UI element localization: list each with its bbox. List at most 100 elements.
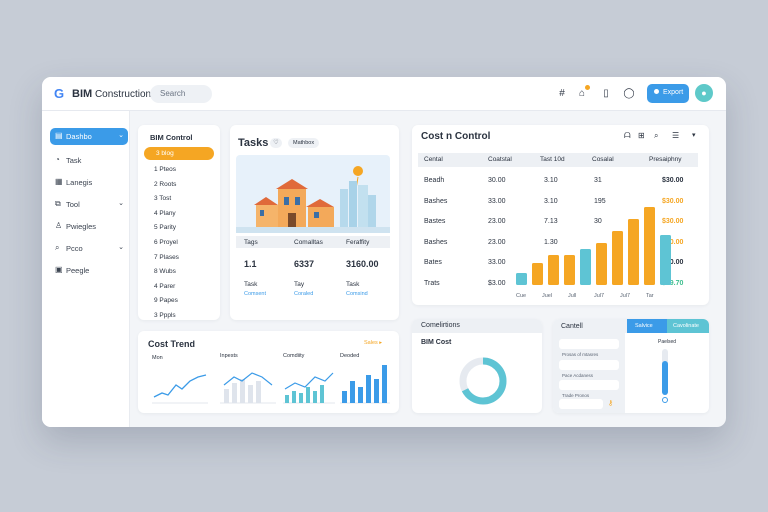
avatar[interactable]: ● [695,84,713,102]
slider-handle[interactable] [662,397,668,403]
search-icon: ⌕ [55,243,60,252]
list-item[interactable]: 2 Roots [154,180,177,188]
tool-icon: ⧉ [55,199,61,208]
list-item[interactable]: 6 Proyel [154,239,178,246]
list-item[interactable]: 5 Parity [154,224,177,232]
task-link[interactable]: Comsent [244,291,267,297]
bar-mini-chart-2 [283,372,335,404]
table-cell: $30.00 [662,177,684,184]
clock-icon: ◔ [55,155,60,164]
tab-mathbox[interactable]: Mathbox [288,138,320,148]
donut-chart [459,357,507,405]
conditions-card: Comelirtions BIM Cost [412,319,542,413]
tab-cavolinate[interactable]: Cavolinate [667,319,709,333]
sidebar-item-people[interactable]: ♙ Pwiegles [50,218,128,235]
tasks-table-header [236,236,390,248]
form-input[interactable] [559,380,619,390]
task-value: 6337 [294,259,315,269]
list-item[interactable]: 3 Tost [154,195,172,203]
heart-icon[interactable]: ♡ [270,138,282,148]
lock-icon[interactable]: ⚷ [608,400,614,407]
column-header: Tast 10d [540,156,565,163]
card-title: Cost n Control [421,131,491,142]
sidebar-item-peegle[interactable]: ▣ Peegle [50,262,128,279]
list-item[interactable]: 1 Pteos [154,166,177,173]
table-cell: 23.00 [488,218,506,225]
google-logo-icon: G [54,86,65,101]
controls-card: Cantell Salvice Cavolinate Prosas of mta… [553,319,709,413]
form-input[interactable] [559,399,603,409]
field-label: Prosas of mtasres [562,352,599,357]
task-link[interactable]: Coraled [294,291,314,297]
sidebar-item-lanegis[interactable]: ▦ Lanegis [50,174,128,191]
card-subtitle: BIM Cost [421,339,452,346]
clipboard-icon[interactable]: ▯ [603,88,609,99]
mini-chart-title: Mon [152,355,163,361]
app-window: G BIM Construction Search # ⌂ ▯ ◯ Export… [42,77,726,427]
sidebar-item-label: Lanegis [66,178,93,187]
chart-bar [532,263,543,285]
chart-bar [516,273,527,285]
export-button-label: Export [663,89,684,96]
sidebar-item-label: Dashbo [66,132,92,141]
slider-fill [662,360,668,395]
vertical-slider[interactable] [662,349,668,395]
list-item[interactable]: 3 Pppls [154,312,176,319]
mini-chart-title: Inpests [220,353,238,359]
table-cell: 195 [594,197,606,205]
list-item[interactable]: 8 Wubs [154,268,176,276]
table-cell: 30 [594,218,602,225]
list-item[interactable]: 7 Plases [154,253,179,261]
task-link[interactable]: Comsind [346,291,368,297]
table-cell: $3.00 [488,279,506,287]
list-active-item[interactable]: 3 blog [144,147,214,160]
task-label: Tay [294,281,305,288]
grid-icon[interactable]: # [559,88,565,99]
table-cell: 30.00 [488,177,506,184]
bell-icon[interactable]: ⌂ [575,85,590,101]
x-tick-label: Tar [646,293,654,299]
tasks-card: Tasks ♡ Mathbox Tags Comallta [230,125,399,320]
sidebar-item-pcco[interactable]: ⌕ Pcco ⌄ [50,240,128,257]
form-input[interactable] [559,360,619,370]
chat-icon[interactable]: ◯ [623,88,635,99]
sidebar-item-label: Task [66,156,82,165]
bim-control-card: BIM Control 3 blog 1 Pteos 2 Roots 3 Tost 4… [138,125,220,320]
bar-mini-chart-1 [220,372,276,404]
chart-bar [548,255,559,285]
people-icon: ♙ [55,221,63,230]
sidebar-item-task[interactable]: ◔ Task [50,152,128,169]
table-cell: 23.00 [488,238,506,246]
table-cell: 7.13 [544,218,558,225]
calendar-icon: ▦ [55,177,63,186]
cost-bar-chart: Cue Juel Jull Jul7 Jul7 Tar [516,207,671,299]
user-icon[interactable]: ᗩ [624,131,631,140]
sidebar-item-dashboard[interactable]: ▤ Dashbo ⌄ [50,128,128,145]
list-item[interactable]: 9 Papes [154,297,178,305]
table-cell: 3.10 [544,177,558,184]
cost-control-card: Cost n Control ᗩ ⊞ ⌕ ☰ ▾ Cental Coatstal… [412,125,709,305]
export-button[interactable]: Export [647,84,689,103]
sales-link[interactable]: Sales ▸ [364,340,383,346]
grid-icon[interactable]: ⊞ [638,131,645,140]
building-illustration [236,155,390,233]
menu-icon[interactable]: ☰ [672,131,680,140]
chart-bar [612,231,623,285]
form-input[interactable] [559,339,619,349]
x-tick-label: Juel [542,293,552,299]
list-item[interactable]: 4 Plany [154,209,176,217]
export-icon [654,89,659,94]
card-title: Cost Trend [148,339,196,349]
search-input[interactable]: Search [150,85,212,103]
tab-salvice[interactable]: Salvice [627,319,667,333]
sidebar-item-label: Peegle [66,266,90,275]
table-cell: 3.10 [544,197,558,205]
column-header: Tags [244,239,258,246]
list-item[interactable]: 4 Parer [154,282,176,290]
chevron-down-icon[interactable]: ▾ [692,132,696,139]
search-icon[interactable]: ⌕ [654,131,659,140]
column-header: Comalltas [294,239,323,246]
sidebar: ▤ Dashbo ⌄ ◔ Task ▦ Lanegis ⧉ Tool ⌄ ♙ P… [42,111,130,427]
x-tick-label: Cue [516,293,526,299]
sidebar-item-tool[interactable]: ⧉ Tool ⌄ [50,196,128,213]
